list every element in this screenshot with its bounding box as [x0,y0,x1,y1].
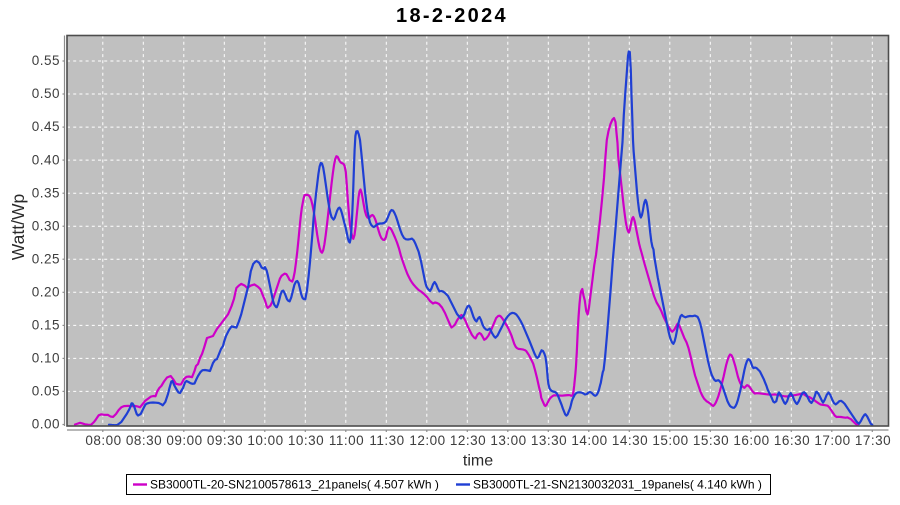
svg-text:0.35: 0.35 [32,185,60,200]
svg-text:11:00: 11:00 [329,433,364,448]
svg-text:18-2-2024: 18-2-2024 [396,5,508,27]
svg-text:0.20: 0.20 [32,285,60,300]
svg-text:14:00: 14:00 [571,433,607,448]
svg-text:0.05: 0.05 [32,384,60,399]
svg-text:0.00: 0.00 [32,417,60,432]
svg-text:0.55: 0.55 [32,53,60,68]
svg-text:10:30: 10:30 [288,433,324,448]
svg-text:12:00: 12:00 [409,433,445,448]
svg-text:09:30: 09:30 [207,433,243,448]
svg-text:17:30: 17:30 [855,433,891,448]
svg-text:SB3000TL-21-SN2130032031_19pan: SB3000TL-21-SN2130032031_19panels( 4.140… [473,478,762,492]
svg-text:12:30: 12:30 [450,433,486,448]
svg-text:08:00: 08:00 [85,433,121,448]
svg-text:15:30: 15:30 [693,433,729,448]
svg-text:0.30: 0.30 [32,218,60,233]
svg-text:09:00: 09:00 [166,433,202,448]
svg-text:14:30: 14:30 [612,433,648,448]
svg-text:16:00: 16:00 [733,433,769,448]
svg-text:08:30: 08:30 [126,433,162,448]
svg-text:16:30: 16:30 [774,433,810,448]
svg-text:0.40: 0.40 [32,152,60,167]
svg-text:0.45: 0.45 [32,119,60,134]
svg-text:0.10: 0.10 [32,351,60,366]
svg-text:13:30: 13:30 [531,433,567,448]
svg-text:11:30: 11:30 [369,433,404,448]
svg-text:Watt/Wp: Watt/Wp [8,194,28,260]
svg-text:10:00: 10:00 [247,433,283,448]
svg-text:0.15: 0.15 [32,318,60,333]
svg-text:0.50: 0.50 [32,86,60,101]
svg-text:0.25: 0.25 [32,251,60,266]
svg-text:15:00: 15:00 [652,433,688,448]
svg-text:SB3000TL-20-SN2100578613_21pan: SB3000TL-20-SN2100578613_21panels( 4.507… [150,478,439,492]
svg-text:time: time [463,453,493,470]
svg-text:13:00: 13:00 [490,433,526,448]
svg-text:17:00: 17:00 [814,433,850,448]
